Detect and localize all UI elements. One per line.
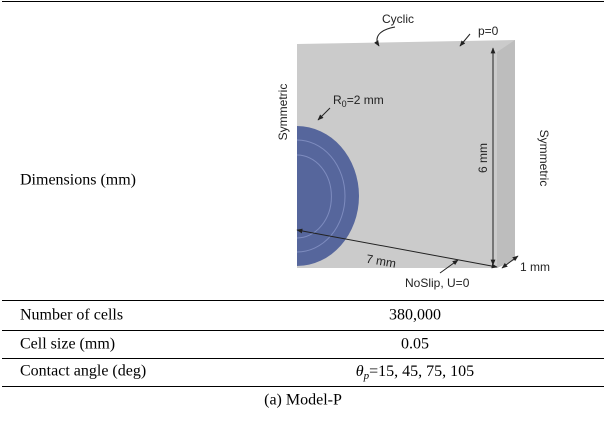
caption: (a) Model-P: [264, 392, 342, 409]
label-bottom: NoSlip, U=0: [405, 276, 470, 290]
row-label: Cell size (mm): [20, 336, 115, 353]
radius-text: =2 mm: [347, 93, 384, 107]
label-depth: 1 mm: [520, 260, 550, 274]
row-value: 380,000: [389, 307, 441, 324]
radius-base: R: [333, 93, 342, 107]
row-label: Contact angle (deg): [20, 363, 146, 380]
domain-diagram: Cyclic p=0 R0=2 mm Symmetric Symmetric 6…: [276, 12, 551, 290]
label-left: Symmetric: [276, 84, 290, 141]
label-top: Cyclic: [382, 12, 414, 26]
row-value: θp=15, 45, 75, 105: [356, 363, 474, 382]
row-label: Number of cells: [20, 307, 123, 324]
table-figure: Cyclic p=0 R0=2 mm Symmetric Symmetric 6…: [0, 0, 606, 430]
row-value: 0.05: [401, 336, 429, 353]
box-side: [497, 40, 515, 268]
angle-text: =15, 45, 75, 105: [369, 363, 474, 380]
label-right: Symmetric: [537, 130, 551, 187]
label-pressure: p=0: [478, 24, 499, 38]
label-height: 6 mm: [476, 143, 490, 173]
angle-symbol: θ: [356, 363, 364, 380]
label-radius: R0=2 mm: [333, 93, 384, 109]
row-label: Dimensions (mm): [20, 172, 136, 189]
